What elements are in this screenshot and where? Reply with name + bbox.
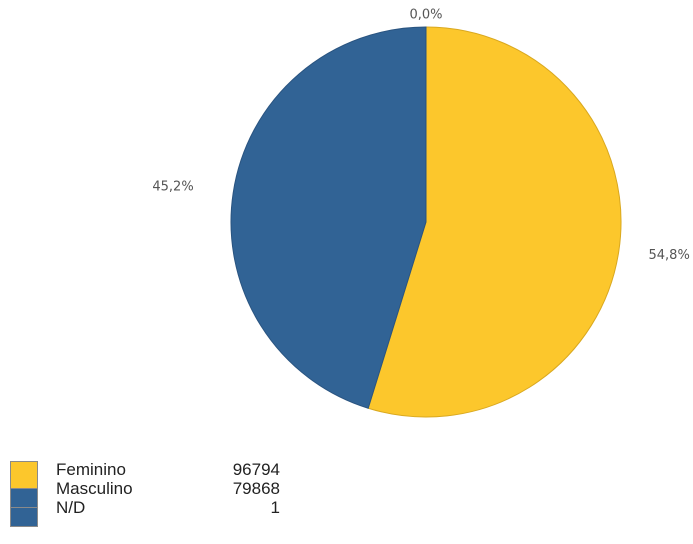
legend-value: 96794 <box>232 460 280 479</box>
legend-swatch-feminino <box>10 461 38 489</box>
legend-item-masculino[interactable]: Masculino 79868 <box>10 479 280 508</box>
legend-swatch-nd <box>10 507 38 527</box>
legend-label: Masculino <box>56 479 133 498</box>
legend-item-nd[interactable]: N/D 1 <box>10 498 280 527</box>
slice-feminino[interactable] <box>367 26 622 418</box>
legend: Feminino 96794 Masculino 79868 N/D 1 <box>10 460 280 527</box>
slice-masculino[interactable] <box>230 26 427 409</box>
legend-label: N/D <box>56 498 86 517</box>
percent-label-nd: 0,0% <box>409 8 442 23</box>
percent-label-masculino: 45,2% <box>152 179 193 194</box>
legend-item-feminino[interactable]: Feminino 96794 <box>10 460 280 489</box>
legend-value: 1 <box>270 498 280 517</box>
legend-value: 79868 <box>232 479 280 498</box>
percent-label-feminino: 54,8% <box>649 248 690 263</box>
legend-label: Feminino <box>56 460 126 479</box>
